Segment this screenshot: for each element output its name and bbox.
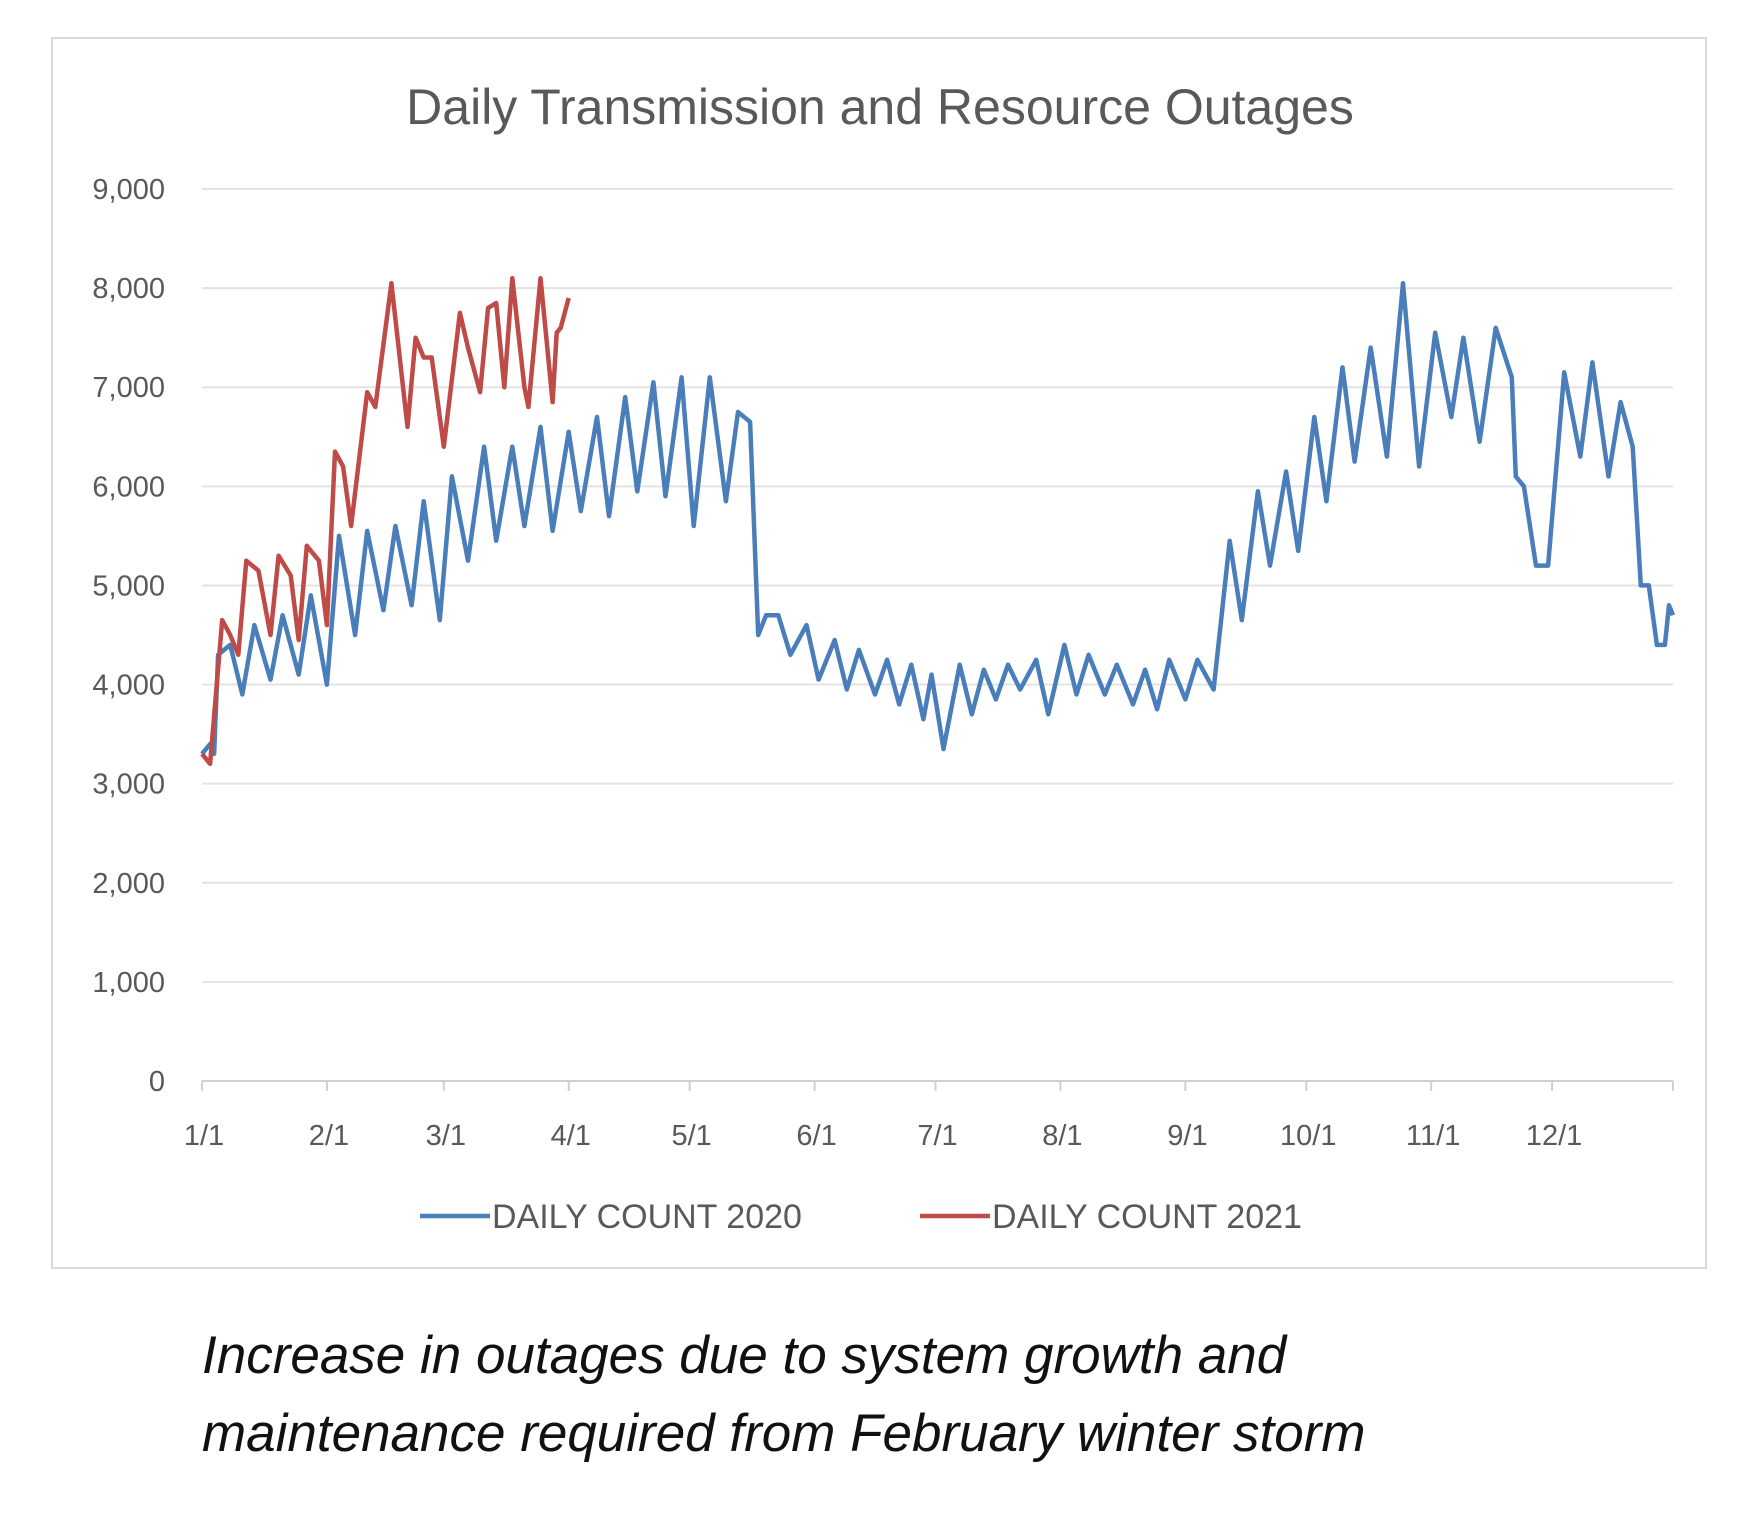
series-line-1	[200, 280, 1676, 757]
caption-line-1: Increase in outages due to system growth…	[202, 1326, 1287, 1385]
chart-frame	[51, 37, 1707, 1269]
x-tick-label: 4/1	[551, 1120, 591, 1152]
x-tick-label: 6/1	[796, 1120, 836, 1152]
x-tick-label: 11/1	[1406, 1120, 1460, 1152]
y-tick-label: 6,000	[92, 471, 165, 503]
y-tick-label: 1,000	[92, 967, 165, 999]
chart-title: Daily Transmission and Resource Outages	[406, 79, 1354, 135]
series-line-2	[200, 275, 571, 767]
x-tick-label: 5/1	[671, 1120, 711, 1152]
y-tick-label: 7,000	[92, 372, 165, 404]
x-tick-label: 2/1	[309, 1120, 349, 1152]
y-tick-label: 8,000	[92, 273, 165, 305]
x-tick-label: 7/1	[917, 1120, 957, 1152]
y-tick-label: 9,000	[92, 174, 165, 206]
x-tick-label: 3/1	[426, 1120, 466, 1152]
caption-line-2: maintenance required from February winte…	[202, 1404, 1366, 1463]
legend-label-2: DAILY COUNT 2021	[992, 1198, 1302, 1236]
y-tick-label: 5,000	[92, 570, 165, 602]
x-tick-label: 10/1	[1280, 1120, 1336, 1152]
x-tick-label: 8/1	[1042, 1120, 1082, 1152]
y-tick-label: 2,000	[92, 868, 165, 900]
legend-label-1: DAILY COUNT 2020	[492, 1198, 802, 1236]
x-tick-label: 1/1	[184, 1120, 224, 1152]
y-tick-label: 4,000	[92, 670, 165, 702]
x-tick-label: 12/1	[1526, 1120, 1582, 1152]
y-tick-label: 0	[149, 1066, 165, 1098]
x-tick-label: 9/1	[1167, 1120, 1207, 1152]
y-tick-label: 3,000	[92, 769, 165, 801]
